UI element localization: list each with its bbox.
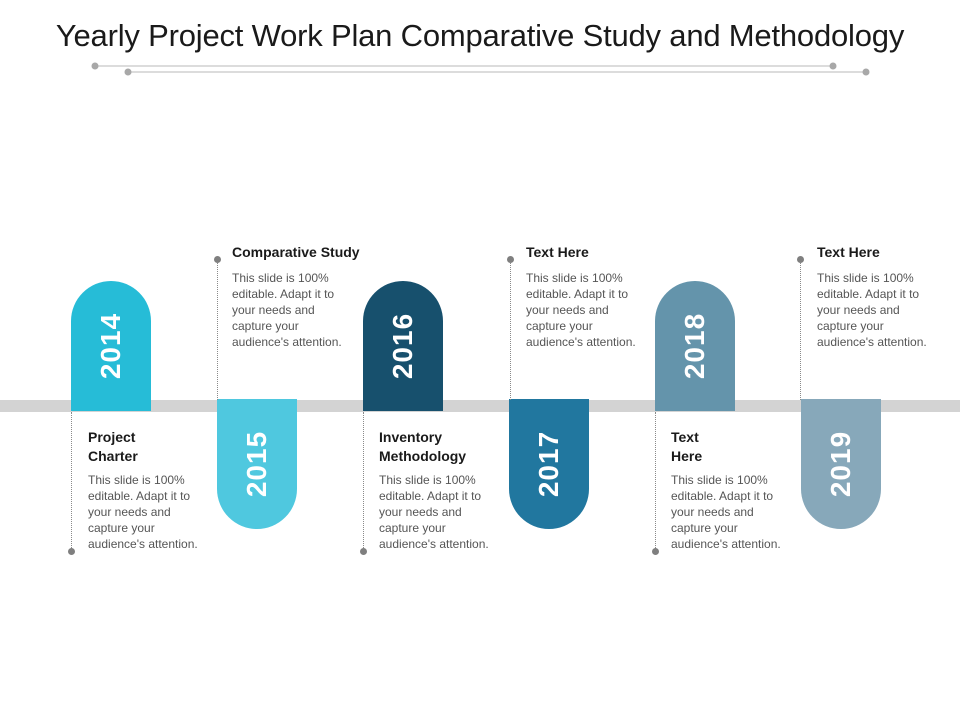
connector-dot	[214, 256, 221, 263]
connector-dot	[797, 256, 804, 263]
item-description: This slide is 100% editable. Adapt it to…	[817, 271, 927, 349]
item-heading: Inventory Methodology	[379, 429, 467, 464]
item-heading: Project Charter	[88, 429, 138, 464]
item-heading: Text Here	[526, 244, 589, 260]
connector-line	[510, 262, 511, 400]
connector-line	[71, 412, 72, 550]
page-title: Yearly Project Work Plan Comparative Stu…	[55, 18, 905, 53]
year-tab-2017: 2017	[509, 399, 589, 529]
item-heading: Comparative Study	[232, 244, 360, 260]
year-label: 2014	[95, 312, 126, 380]
connector-line	[217, 262, 218, 400]
connector-dot	[68, 548, 75, 555]
year-tab-2014: 2014	[71, 281, 151, 411]
year-tab-2018: 2018	[655, 281, 735, 411]
year-label: 2019	[825, 430, 856, 498]
year-label: 2018	[679, 312, 710, 380]
year-label: 2016	[387, 312, 418, 380]
connector-line	[800, 262, 801, 400]
year-tab-2019: 2019	[801, 399, 881, 529]
year-tab-2015: 2015	[217, 399, 297, 529]
connector-dot	[507, 256, 514, 263]
item-heading: Text Here	[817, 244, 880, 260]
item-description: This slide is 100% editable. Adapt it to…	[232, 271, 342, 349]
connector-line	[363, 412, 364, 550]
connector-dot	[652, 548, 659, 555]
item-description: This slide is 100% editable. Adapt it to…	[526, 271, 636, 349]
connector-dot	[360, 548, 367, 555]
item-description: This slide is 100% editable. Adapt it to…	[88, 473, 198, 551]
item-description: This slide is 100% editable. Adapt it to…	[671, 473, 781, 551]
item-heading: Text Here	[671, 429, 703, 464]
year-label: 2015	[241, 430, 272, 498]
item-description: This slide is 100% editable. Adapt it to…	[379, 473, 489, 551]
connector-line	[655, 412, 656, 550]
year-label: 2017	[533, 430, 564, 498]
title-underline-decoration	[91, 62, 870, 76]
year-tab-2016: 2016	[363, 281, 443, 411]
